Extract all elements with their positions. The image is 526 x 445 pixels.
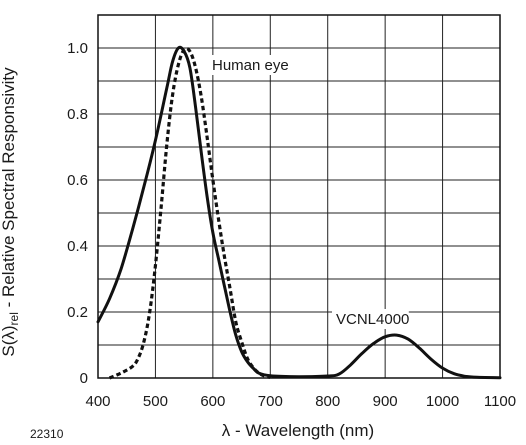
- x-tick-label: 900: [373, 393, 398, 410]
- y-axis-title: S(λ)rel - Relative Spectral Responsivity: [0, 67, 21, 357]
- x-tick-label: 500: [143, 393, 168, 410]
- y-axis-title-subscript: rel: [7, 312, 21, 325]
- annotation-bg: [208, 55, 294, 75]
- y-tick-label: 0.6: [67, 172, 88, 189]
- curves: [96, 45, 502, 380]
- y-tick-label: 0.2: [67, 304, 88, 321]
- annotation-bg: [332, 309, 409, 329]
- y-axis-title-prefix: S(λ): [0, 325, 18, 356]
- y-tick-label: 0: [80, 370, 88, 387]
- series-line-vcnl4000: [96, 45, 502, 380]
- annotations: Human eye VCNL4000: [208, 55, 409, 329]
- y-tick-label: 1.0: [67, 40, 88, 57]
- x-tick-label: 400: [85, 393, 110, 410]
- y-tick-label: 0.4: [67, 238, 88, 255]
- y-tick-label: 0.8: [67, 106, 88, 123]
- x-tick-label: 1100: [484, 393, 516, 410]
- x-tick-label: 700: [258, 393, 283, 410]
- annotation-label-vcnl4000: VCNL4000: [336, 311, 409, 328]
- x-tick-label: 1000: [426, 393, 459, 410]
- y-axis-title-suffix: - Relative Spectral Responsivity: [0, 67, 18, 312]
- x-axis-title: λ - Wavelength (nm): [222, 421, 374, 440]
- grid-lines: [97, 15, 501, 378]
- figure-code: 22310: [30, 427, 64, 441]
- plot-frame: [97, 14, 501, 379]
- x-tick-label: 600: [200, 393, 225, 410]
- x-tick-label: 800: [315, 393, 340, 410]
- annotation-label-human-eye: Human eye: [212, 57, 289, 74]
- series-line-human-eye: [108, 46, 271, 380]
- tick-labels: 400 500 600 700 800 900 1000 1100 0 0.2 0.4 0.6 0.8 1…: [67, 40, 516, 410]
